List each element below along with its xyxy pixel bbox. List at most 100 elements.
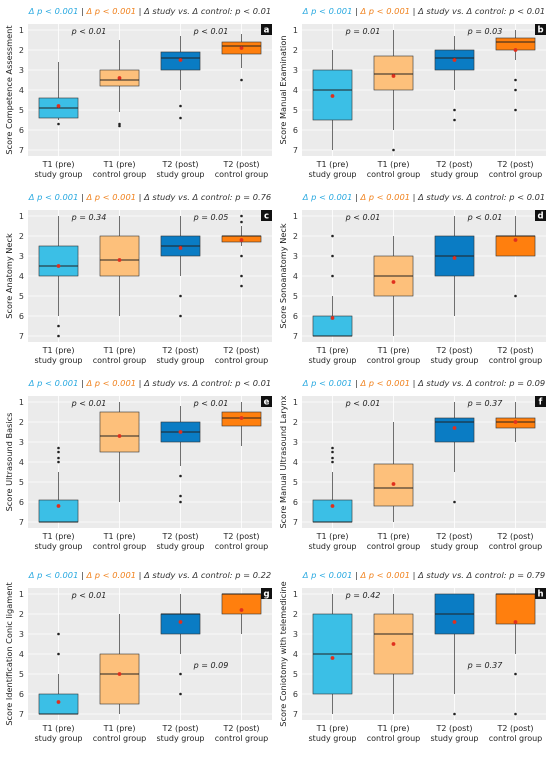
p-value-annotation: p = 0.37 xyxy=(467,661,504,670)
y-tick-label: 2 xyxy=(293,418,298,427)
y-tick-label: 2 xyxy=(19,418,24,427)
box-2 xyxy=(160,594,201,696)
x-tick-label: study group xyxy=(35,734,83,743)
title-segment: Δ study vs. Δ control: p < 0.01 xyxy=(417,192,545,202)
box-body xyxy=(160,613,201,635)
p-value-annotation: p = 0.05 xyxy=(193,213,229,222)
y-tick-label: 7 xyxy=(293,332,298,341)
panel-letter: b xyxy=(537,26,543,36)
box-body xyxy=(495,593,536,625)
box-3 xyxy=(495,593,536,716)
box-3 xyxy=(221,214,262,288)
title-segment: Δ study vs. Δ control: p < 0.01 xyxy=(417,6,545,16)
y-tick-label: 1 xyxy=(19,212,24,221)
y-tick-label: 3 xyxy=(19,630,24,639)
outlier-point xyxy=(240,254,243,258)
y-tick-label: 4 xyxy=(19,86,24,95)
panel-title: Δ p < 0.001 | Δ p < 0.001 | Δ study vs. … xyxy=(302,192,545,202)
box-0 xyxy=(312,594,353,714)
y-tick-label: 3 xyxy=(293,630,298,639)
y-tick-label: 1 xyxy=(293,590,298,599)
x-tick-label: T1 (pre) xyxy=(316,724,349,733)
y-tick-label: 5 xyxy=(19,292,24,301)
mean-point xyxy=(117,672,122,676)
panel-title: Δ p < 0.001 | Δ p < 0.001 | Δ study vs. … xyxy=(302,570,545,580)
outlier-point xyxy=(57,460,60,464)
panel-letter: e xyxy=(264,398,270,408)
outlier-point xyxy=(453,500,456,504)
outlier-point xyxy=(331,460,334,464)
mean-point xyxy=(56,104,61,108)
box-2 xyxy=(434,36,475,122)
y-tick-label: 1 xyxy=(293,212,298,221)
x-tick-label: study group xyxy=(309,170,357,179)
box-body xyxy=(38,499,79,523)
x-tick-label: control group xyxy=(489,356,543,365)
x-tick-label: study group xyxy=(35,542,83,551)
mean-point xyxy=(513,238,518,242)
outlier-point xyxy=(57,122,60,126)
p-value-annotation: p = 0.37 xyxy=(467,399,504,408)
outlier-point xyxy=(514,78,517,82)
p-value-annotation: p < 0.01 xyxy=(345,399,381,408)
x-tick-label: study group xyxy=(309,356,357,365)
x-tick-label: control group xyxy=(367,356,421,365)
panel-letter-badge xyxy=(261,24,272,35)
box-3 xyxy=(495,216,536,298)
title-segment: Δ p < 0.001 xyxy=(302,192,353,202)
p-value-annotation: p = 0.09 xyxy=(193,661,229,670)
p-value-annotation: p = 0.42 xyxy=(345,591,381,600)
box-body xyxy=(99,411,140,453)
y-tick-label: 2 xyxy=(19,46,24,55)
x-tick-label: T1 (pre) xyxy=(103,724,136,733)
box-1 xyxy=(99,402,140,502)
x-tick-label: control group xyxy=(93,542,147,551)
panel-title: Δ p < 0.001 | Δ p < 0.001 | Δ study vs. … xyxy=(302,6,545,16)
panel-a: Δ p < 0.001 | Δ p < 0.001 | Δ study vs. … xyxy=(4,6,272,179)
outlier-point xyxy=(57,652,60,656)
y-tick-label: 6 xyxy=(293,498,298,507)
x-tick-label: T1 (pre) xyxy=(377,724,410,733)
outlier-point xyxy=(179,474,182,478)
title-segment: | xyxy=(352,6,360,16)
mean-point xyxy=(391,482,396,486)
panel-letter: c xyxy=(264,212,269,222)
y-tick-label: 4 xyxy=(19,458,24,467)
p-value-annotation: p < 0.01 xyxy=(71,399,107,408)
x-tick-label: T2 (post) xyxy=(161,532,198,541)
title-segment: Δ p < 0.001 xyxy=(85,192,136,202)
title-segment: | xyxy=(136,570,144,580)
y-tick-label: 6 xyxy=(293,690,298,699)
outlier-point xyxy=(240,214,243,218)
x-tick-label: control group xyxy=(489,542,543,551)
box-0 xyxy=(38,216,79,338)
outlier-point xyxy=(179,314,182,318)
y-tick-label: 6 xyxy=(293,312,298,321)
x-tick-label: T1 (pre) xyxy=(103,346,136,355)
title-segment: Δ study vs. Δ control: p < 0.01 xyxy=(143,6,271,16)
p-value-annotation: p < 0.01 xyxy=(345,213,381,222)
title-segment: | xyxy=(136,192,144,202)
x-tick-label: T2 (post) xyxy=(222,532,259,541)
outlier-point xyxy=(57,456,60,460)
outlier-point xyxy=(331,456,334,460)
title-segment: Δ p < 0.001 xyxy=(359,192,410,202)
y-tick-label: 5 xyxy=(293,106,298,115)
x-tick-label: control group xyxy=(215,542,269,551)
y-tick-label: 5 xyxy=(293,478,298,487)
title-segment: Δ p < 0.001 xyxy=(302,570,353,580)
mean-point xyxy=(391,74,396,78)
title-segment: | xyxy=(78,6,86,16)
panel-letter-badge xyxy=(535,588,546,599)
title-segment: Δ p < 0.001 xyxy=(302,6,353,16)
x-tick-label: T2 (post) xyxy=(435,724,472,733)
x-tick-label: control group xyxy=(367,170,421,179)
box-3 xyxy=(221,593,262,634)
panel-letter: a xyxy=(264,26,270,36)
box-2 xyxy=(434,402,475,504)
x-tick-label: T2 (post) xyxy=(222,724,259,733)
title-segment: | xyxy=(78,570,86,580)
box-3 xyxy=(495,402,536,442)
x-tick-label: control group xyxy=(215,356,269,365)
mean-point xyxy=(330,656,335,660)
